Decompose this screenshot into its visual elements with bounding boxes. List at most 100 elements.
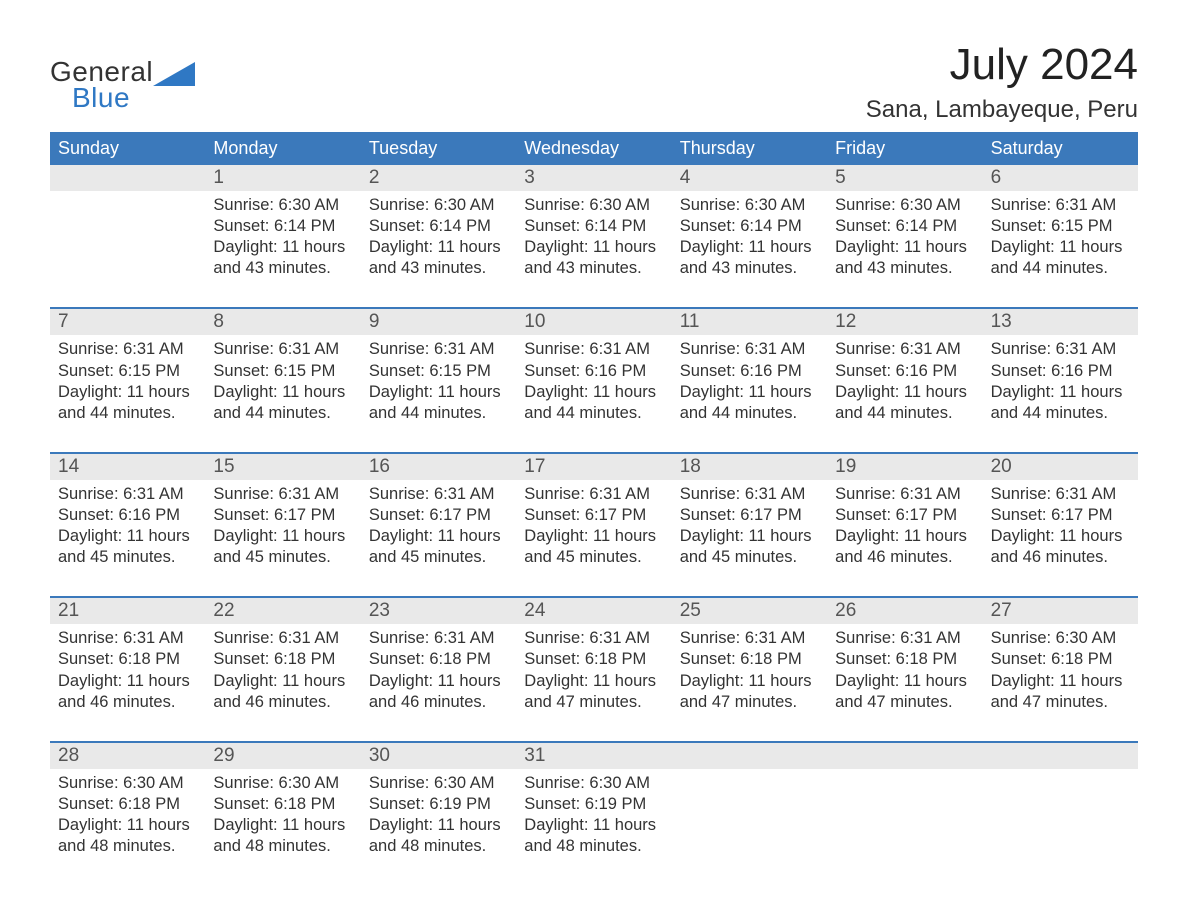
day-number-row: 123456	[50, 165, 1138, 191]
day-info-line: Sunset: 6:17 PM	[213, 505, 352, 526]
day-number: 7	[50, 309, 205, 335]
day-number-row: 28293031	[50, 743, 1138, 769]
day-number: 30	[361, 743, 516, 769]
day-info-line: and 46 minutes.	[213, 692, 352, 713]
day-info-line: and 44 minutes.	[58, 403, 197, 424]
day-info-line: Daylight: 11 hours	[58, 526, 197, 547]
day-info-line: Daylight: 11 hours	[835, 382, 974, 403]
day-info-line: Sunrise: 6:31 AM	[835, 339, 974, 360]
calendar-page: General Blue July 2024 Sana, Lambayeque,…	[0, 0, 1188, 885]
day-info-line: and 44 minutes.	[369, 403, 508, 424]
day-info-line: and 45 minutes.	[369, 547, 508, 568]
day-info-line: Daylight: 11 hours	[58, 815, 197, 836]
brand-line2: Blue	[72, 85, 153, 112]
day-info-line: Sunrise: 6:31 AM	[369, 484, 508, 505]
day-cell: Sunrise: 6:31 AMSunset: 6:16 PMDaylight:…	[516, 335, 671, 451]
calendar-week: 28293031Sunrise: 6:30 AMSunset: 6:18 PMD…	[50, 741, 1138, 885]
day-cell: Sunrise: 6:31 AMSunset: 6:16 PMDaylight:…	[50, 480, 205, 596]
day-number: 4	[672, 165, 827, 191]
day-info-line: and 47 minutes.	[835, 692, 974, 713]
day-info-line: Sunrise: 6:30 AM	[835, 195, 974, 216]
day-info-line: Daylight: 11 hours	[213, 671, 352, 692]
title-block: July 2024 Sana, Lambayeque, Peru	[866, 40, 1138, 124]
day-info-line: Sunset: 6:18 PM	[213, 649, 352, 670]
day-info-line: and 44 minutes.	[680, 403, 819, 424]
weekday-header-cell: Wednesday	[516, 132, 671, 165]
day-cell: Sunrise: 6:31 AMSunset: 6:18 PMDaylight:…	[827, 624, 982, 740]
day-info-line: Sunrise: 6:31 AM	[58, 339, 197, 360]
day-info-line: Sunset: 6:14 PM	[369, 216, 508, 237]
day-number: 25	[672, 598, 827, 624]
day-info-line: Sunset: 6:18 PM	[991, 649, 1130, 670]
day-info-line: and 47 minutes.	[524, 692, 663, 713]
weekday-header-cell: Saturday	[983, 132, 1138, 165]
day-info-line: Sunrise: 6:31 AM	[680, 484, 819, 505]
day-info-line: Sunrise: 6:30 AM	[369, 195, 508, 216]
day-number: 13	[983, 309, 1138, 335]
day-info-line: Sunset: 6:18 PM	[524, 649, 663, 670]
day-number	[827, 743, 982, 769]
day-info-line: and 48 minutes.	[58, 836, 197, 857]
day-info-line: Sunset: 6:18 PM	[369, 649, 508, 670]
day-number: 15	[205, 454, 360, 480]
day-cell: Sunrise: 6:31 AMSunset: 6:17 PMDaylight:…	[516, 480, 671, 596]
day-info-line: Sunset: 6:15 PM	[991, 216, 1130, 237]
day-info-line: Sunrise: 6:31 AM	[680, 339, 819, 360]
day-info-line: Sunrise: 6:31 AM	[524, 484, 663, 505]
day-cell: Sunrise: 6:31 AMSunset: 6:18 PMDaylight:…	[672, 624, 827, 740]
day-info-line: Sunset: 6:14 PM	[680, 216, 819, 237]
day-cell: Sunrise: 6:30 AMSunset: 6:14 PMDaylight:…	[516, 191, 671, 307]
day-info-line: Sunset: 6:19 PM	[524, 794, 663, 815]
day-info-line: and 45 minutes.	[58, 547, 197, 568]
day-info-line: Sunset: 6:15 PM	[369, 361, 508, 382]
day-number: 16	[361, 454, 516, 480]
day-info-line: Sunset: 6:14 PM	[213, 216, 352, 237]
day-info-line: Sunrise: 6:31 AM	[991, 339, 1130, 360]
header-row: General Blue July 2024 Sana, Lambayeque,…	[50, 40, 1138, 124]
day-number: 21	[50, 598, 205, 624]
day-info-line: Sunset: 6:17 PM	[991, 505, 1130, 526]
day-number-row: 14151617181920	[50, 454, 1138, 480]
brand-logo: General Blue	[50, 58, 195, 112]
day-info-line: Sunset: 6:17 PM	[680, 505, 819, 526]
day-info-line: and 47 minutes.	[680, 692, 819, 713]
day-info-line: Sunrise: 6:31 AM	[58, 484, 197, 505]
weekday-header-cell: Sunday	[50, 132, 205, 165]
day-number: 1	[205, 165, 360, 191]
day-info-line: Sunrise: 6:30 AM	[991, 628, 1130, 649]
day-info-line: Sunrise: 6:30 AM	[680, 195, 819, 216]
day-number: 19	[827, 454, 982, 480]
day-info-line: Sunrise: 6:31 AM	[991, 195, 1130, 216]
day-info-line: Daylight: 11 hours	[369, 526, 508, 547]
day-cell: Sunrise: 6:31 AMSunset: 6:15 PMDaylight:…	[983, 191, 1138, 307]
day-info-line: Daylight: 11 hours	[369, 671, 508, 692]
day-number: 27	[983, 598, 1138, 624]
day-info-line: Sunrise: 6:30 AM	[524, 773, 663, 794]
day-number: 9	[361, 309, 516, 335]
day-info-line: Sunrise: 6:30 AM	[213, 195, 352, 216]
day-cell: Sunrise: 6:31 AMSunset: 6:15 PMDaylight:…	[205, 335, 360, 451]
day-cell: Sunrise: 6:31 AMSunset: 6:18 PMDaylight:…	[50, 624, 205, 740]
day-info-line: Sunset: 6:14 PM	[524, 216, 663, 237]
day-number: 28	[50, 743, 205, 769]
day-info-line: Sunrise: 6:31 AM	[680, 628, 819, 649]
day-info-line: and 47 minutes.	[991, 692, 1130, 713]
day-number	[672, 743, 827, 769]
day-cell: Sunrise: 6:30 AMSunset: 6:14 PMDaylight:…	[672, 191, 827, 307]
day-info-line: and 48 minutes.	[524, 836, 663, 857]
day-info-line: Sunset: 6:16 PM	[835, 361, 974, 382]
day-cell: Sunrise: 6:31 AMSunset: 6:17 PMDaylight:…	[827, 480, 982, 596]
day-cell: Sunrise: 6:30 AMSunset: 6:14 PMDaylight:…	[827, 191, 982, 307]
day-info-line: and 44 minutes.	[524, 403, 663, 424]
day-info-line: Sunset: 6:18 PM	[213, 794, 352, 815]
day-number: 22	[205, 598, 360, 624]
day-info-line: Sunset: 6:18 PM	[58, 794, 197, 815]
day-number: 23	[361, 598, 516, 624]
location-subtitle: Sana, Lambayeque, Peru	[866, 96, 1138, 124]
day-info-line: Daylight: 11 hours	[524, 671, 663, 692]
day-info-line: Sunrise: 6:31 AM	[369, 339, 508, 360]
day-cell: Sunrise: 6:30 AMSunset: 6:14 PMDaylight:…	[205, 191, 360, 307]
day-info-line: Daylight: 11 hours	[680, 671, 819, 692]
day-info-line: Daylight: 11 hours	[680, 237, 819, 258]
day-info-line: Sunset: 6:16 PM	[524, 361, 663, 382]
